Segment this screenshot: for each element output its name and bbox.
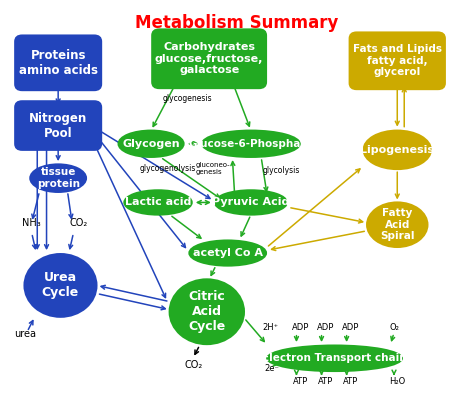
Ellipse shape [267,346,402,371]
Ellipse shape [118,131,183,157]
Text: NH₃: NH₃ [22,218,41,228]
Text: urea: urea [14,329,36,339]
FancyBboxPatch shape [15,101,101,150]
Text: Pyruvic Acid: Pyruvic Acid [212,197,290,207]
Text: Electron Transport chain: Electron Transport chain [262,353,407,363]
Ellipse shape [215,190,287,215]
Ellipse shape [367,202,428,247]
Text: 2H⁺: 2H⁺ [263,323,279,332]
Text: ATP: ATP [318,377,333,386]
Text: glycolysis: glycolysis [263,166,300,175]
Text: Citric
Acid
Cycle: Citric Acid Cycle [188,290,226,333]
FancyBboxPatch shape [15,36,101,90]
Text: Proteins
amino acids: Proteins amino acids [18,49,98,77]
Text: CO₂: CO₂ [185,361,203,370]
Text: O₂: O₂ [389,323,399,332]
Text: ADP: ADP [317,323,334,332]
Circle shape [25,254,97,317]
FancyBboxPatch shape [152,29,266,88]
Ellipse shape [364,131,431,169]
Text: glycogenolysis: glycogenolysis [139,164,196,173]
Text: Urea
Cycle: Urea Cycle [42,271,79,299]
Text: ATP: ATP [293,377,308,386]
Text: Nitrogen
Pool: Nitrogen Pool [29,112,87,140]
Text: Lactic acid: Lactic acid [125,197,191,207]
Text: ADP: ADP [342,323,359,332]
Ellipse shape [30,164,86,192]
Text: Fats and Lipids
fatty acid,
glycerol: Fats and Lipids fatty acid, glycerol [353,44,442,77]
Text: 2e⁻: 2e⁻ [264,364,279,373]
Text: ATP: ATP [343,377,358,386]
Ellipse shape [190,240,266,266]
Ellipse shape [124,190,191,215]
Ellipse shape [202,131,300,157]
Text: CO₂: CO₂ [70,218,88,228]
Text: gluconeo-
genesis: gluconeo- genesis [195,162,230,175]
Text: Metabolism Summary: Metabolism Summary [135,14,339,32]
Text: Lipogenesis: Lipogenesis [360,145,434,155]
Text: Glucose-6-Phosphate: Glucose-6-Phosphate [189,139,313,149]
Text: Glycogen: Glycogen [122,139,180,149]
Text: H₂O: H₂O [389,377,406,386]
Text: tissue
protein: tissue protein [36,167,80,189]
FancyBboxPatch shape [350,33,445,89]
Text: acetyl Co A: acetyl Co A [193,248,263,258]
Text: Carbohydrates
glucose,fructose,
galactose: Carbohydrates glucose,fructose, galactos… [155,42,264,75]
Circle shape [170,279,244,344]
Text: glycogenesis: glycogenesis [163,94,212,103]
Text: Fatty
Acid
Spiral: Fatty Acid Spiral [380,208,414,241]
Text: ADP: ADP [292,323,309,332]
